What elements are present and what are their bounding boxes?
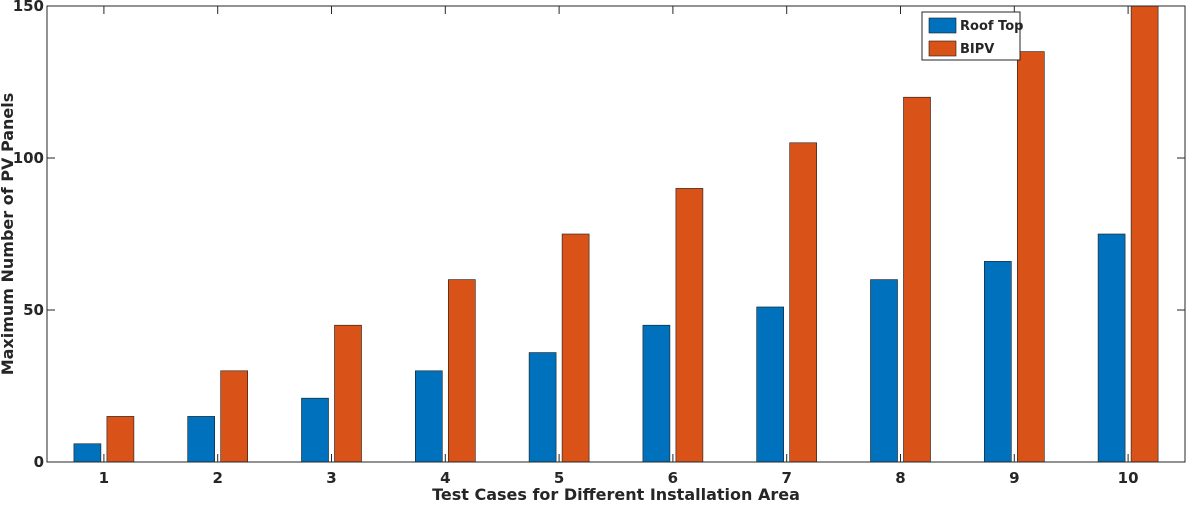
- legend: Roof Top BIPV: [921, 11, 1023, 61]
- bars-group: [73, 5, 1159, 463]
- bar-roof-top-8: [870, 279, 898, 463]
- bar-roof-top-10: [1097, 233, 1126, 463]
- x-tick-label: 2: [212, 469, 222, 487]
- legend-label-bipv: BIPV: [960, 42, 994, 57]
- bar-bipv-3: [334, 324, 362, 463]
- bar-roof-top-5: [528, 352, 557, 463]
- y-tick-label: 150: [13, 0, 44, 15]
- bar-roof-top-4: [414, 370, 443, 463]
- legend-swatch-roof-top: [928, 17, 957, 34]
- y-tick-label: 50: [23, 301, 44, 319]
- plot-background: [47, 6, 1185, 462]
- bar-bipv-2: [220, 370, 248, 463]
- bar-bipv-8: [903, 96, 931, 463]
- y-tick-label: 0: [34, 453, 44, 471]
- legend-swatch-bipv: [928, 40, 957, 57]
- bar-bipv-9: [1016, 51, 1045, 463]
- legend-label-roof-top: Roof Top: [960, 19, 1023, 34]
- y-tick-label: 100: [13, 149, 44, 167]
- bar-bipv-1: [106, 416, 135, 463]
- bar-roof-top-1: [73, 443, 102, 463]
- x-tick-label: 4: [440, 469, 450, 487]
- bar-roof-top-7: [756, 306, 785, 463]
- x-axis-title: Test Cases for Different Installation Ar…: [432, 485, 800, 504]
- x-tick-label: 8: [895, 469, 905, 487]
- bar-bipv-10: [1130, 5, 1159, 463]
- axes-box: [46, 5, 1186, 463]
- y-axis-title: Maximum Number of PV Panels: [0, 93, 17, 376]
- x-tick-label: 6: [668, 469, 678, 487]
- x-tick-label: 9: [1009, 469, 1019, 487]
- bar-bipv-4: [447, 279, 476, 463]
- plot-area: [47, 6, 1185, 462]
- bar-bipv-6: [675, 188, 704, 463]
- bar-bipv-5: [561, 233, 590, 463]
- x-tick-label: 5: [554, 469, 564, 487]
- bar-roof-top-6: [642, 324, 671, 463]
- x-tick-label: 1: [99, 469, 109, 487]
- bar-roof-top-9: [983, 261, 1012, 463]
- axes-group: 0 50 100 150 1 2 3 4 5 6 7 8 9 10: [13, 0, 1186, 487]
- x-tick-label: 10: [1118, 469, 1139, 487]
- x-tick-label: 3: [326, 469, 336, 487]
- x-tick-label: 7: [781, 469, 791, 487]
- bar-bipv-7: [789, 142, 818, 463]
- bar-roof-top-3: [301, 397, 329, 463]
- bar-roof-top-2: [187, 416, 215, 463]
